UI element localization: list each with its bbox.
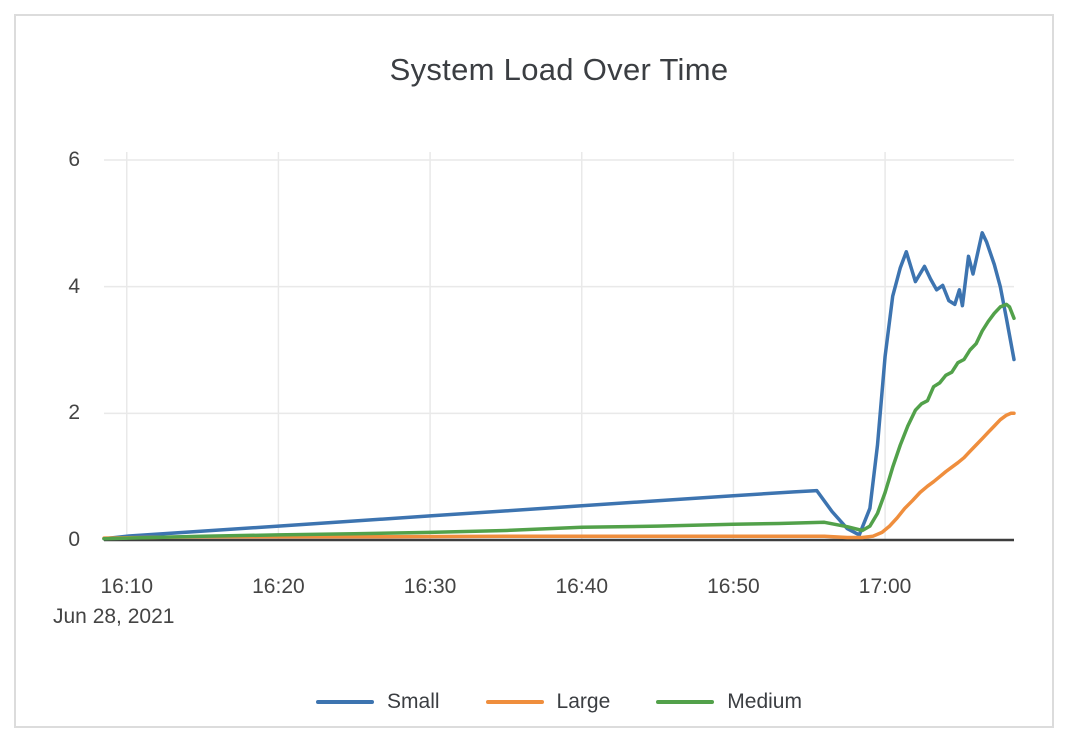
x-tick-label: 16:20 xyxy=(252,575,305,598)
x-tick-label: 16:40 xyxy=(555,575,609,598)
legend-item-large[interactable]: Large xyxy=(485,690,611,714)
y-tick-label: 2 xyxy=(68,401,80,425)
chart-card xyxy=(14,14,1054,728)
legend-line-swatch-large xyxy=(485,700,544,704)
x-tick-label: 16:10 xyxy=(100,575,154,598)
legend-line-swatch-medium xyxy=(656,700,715,704)
x-axis-date-label: Jun 28, 2021 xyxy=(53,605,175,628)
y-tick-label: 4 xyxy=(68,274,80,298)
chart-title: System Load Over Time xyxy=(389,52,729,87)
x-tick-label: 16:50 xyxy=(707,575,760,598)
legend-line-swatch-small xyxy=(316,700,375,704)
chart-legend: Small Large Medium xyxy=(104,690,1014,714)
legend-item-medium[interactable]: Medium xyxy=(656,690,802,714)
series-line-medium xyxy=(102,302,1016,541)
y-tick-label: 6 xyxy=(68,148,80,171)
legend-label: Large xyxy=(556,690,611,713)
x-tick-label: 16:30 xyxy=(403,575,457,598)
series-line-large xyxy=(102,411,1016,540)
legend-label: Medium xyxy=(727,690,802,713)
y-tick-label: 0 xyxy=(68,528,80,551)
series-line-small xyxy=(102,231,1016,541)
legend-item-small[interactable]: Small xyxy=(316,690,440,714)
legend-label: Small xyxy=(387,690,440,713)
x-tick-label: 17:00 xyxy=(858,575,912,598)
